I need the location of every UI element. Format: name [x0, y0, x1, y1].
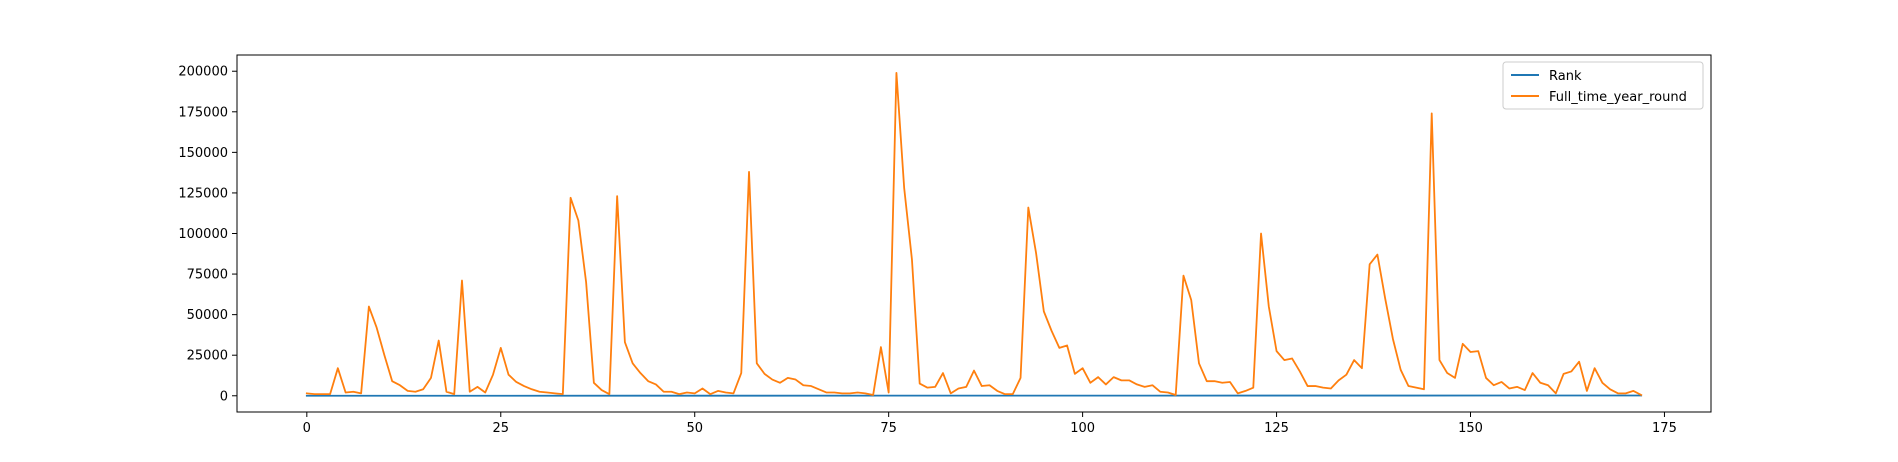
x-tick-label: 0	[303, 421, 311, 436]
y-tick-label: 175000	[178, 105, 228, 120]
x-tick-label: 150	[1458, 421, 1483, 436]
axes-layer: 0 25 50 75 100 125 150 175 0 25000 50000 75000 10000…	[178, 54, 1712, 436]
y-tick-label: 100000	[178, 227, 228, 242]
y-tick-label: 50000	[187, 308, 228, 323]
legend-label: Rank	[1549, 69, 1582, 84]
x-tick-label: 100	[1070, 421, 1095, 436]
legend-label: Full_time_year_round	[1549, 90, 1687, 105]
y-tick-label: 125000	[178, 186, 228, 201]
x-tick-label: 25	[492, 421, 509, 436]
legend-box	[1502, 61, 1704, 110]
legend: Rank Full_time_year_round	[1502, 61, 1704, 110]
x-tick-label: 175	[1652, 421, 1677, 436]
x-tick-label: 50	[686, 421, 703, 436]
y-tick-label: 150000	[178, 146, 228, 161]
series-layer	[305, 71, 1643, 397]
series-line-full-time-year-round	[305, 71, 1643, 397]
y-tick-label: 75000	[187, 268, 228, 283]
y-tick-label: 25000	[187, 349, 228, 364]
x-tick-label: 125	[1264, 421, 1289, 436]
y-tick-label: 200000	[178, 65, 228, 80]
x-tick-label: 75	[880, 421, 897, 436]
y-tick-label: 0	[220, 389, 228, 404]
